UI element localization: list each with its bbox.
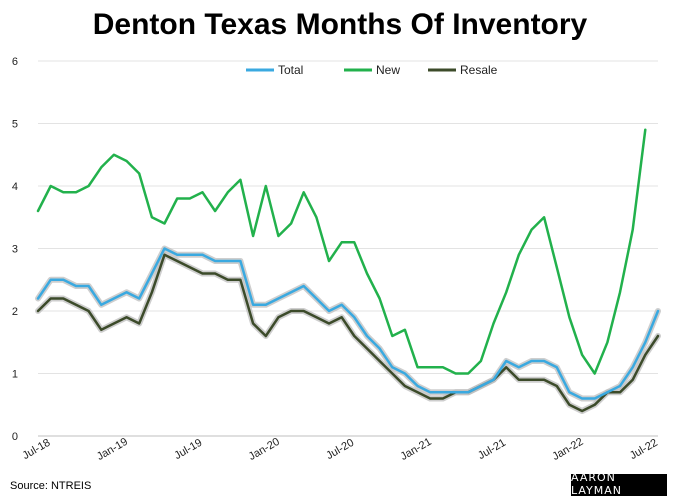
legend: Total New Resale (246, 63, 498, 77)
y-tick-label: 6 (12, 56, 18, 68)
y-tick-label: 2 (12, 306, 18, 318)
x-tick-label: Jul-19 (172, 437, 204, 462)
x-tick-label: Jul-21 (476, 437, 508, 462)
legend-label: Resale (460, 63, 498, 77)
source-note: Source: NTREIS (10, 480, 92, 492)
series-line-new (36, 128, 647, 375)
y-tick-label: 4 (12, 181, 18, 193)
x-tick-label: Jan-19 (95, 436, 130, 463)
x-tick-label: Jul-20 (324, 437, 356, 462)
x-tick-label: Jan-21 (399, 436, 434, 463)
y-tick-label: 5 (12, 119, 18, 131)
legend-label: Total (278, 63, 303, 77)
series-lines (35, 128, 661, 414)
y-tick-label: 3 (12, 244, 18, 256)
series-line-total (36, 247, 660, 400)
y-axis-ticks: 0 1 2 3 4 5 6 (12, 56, 18, 443)
chart-title: Denton Texas Months Of Inventory (92, 8, 588, 41)
series-line-resale (36, 253, 660, 413)
x-tick-label: Jan-20 (247, 436, 282, 463)
brand-logo: AARON LAYMAN (571, 471, 667, 497)
brand-logo-text: AARON LAYMAN (571, 471, 623, 497)
x-axis-ticks: Jul-18 Jan-19 Jul-19 Jan-20 Jul-20 Jan-21 Jul-… (21, 436, 660, 463)
y-tick-label: 1 (12, 369, 18, 381)
x-tick-label: Jul-22 (628, 437, 660, 462)
y-tick-label: 0 (12, 431, 18, 443)
x-tick-label: Jul-18 (21, 437, 53, 462)
legend-label: New (376, 63, 400, 77)
x-tick-label: Jan-22 (550, 436, 585, 463)
